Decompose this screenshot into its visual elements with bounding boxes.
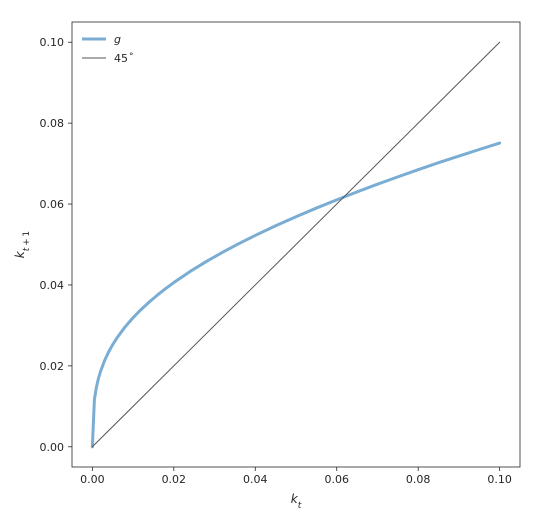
chart-svg: 0.00 0.02 0.04 0.06 0.08 0.10 0.00 0.02 0.04 0.06… — [0, 0, 549, 529]
y-tick-label: 0.02 — [40, 360, 65, 373]
x-tick-label: 0.04 — [243, 473, 268, 486]
x-tick-label: 0.06 — [324, 473, 349, 486]
x-tick-label: 0.00 — [80, 473, 105, 486]
y-tick-label: 0.10 — [40, 36, 65, 49]
y-tick-label: 0.08 — [40, 117, 65, 130]
x-tick-label: 0.10 — [487, 473, 512, 486]
x-tick-label: 0.08 — [406, 473, 431, 486]
x-tick-label: 0.02 — [162, 473, 187, 486]
y-tick-label: 0.06 — [40, 198, 65, 211]
chart-root: 0.00 0.02 0.04 0.06 0.08 0.10 0.00 0.02 0.04 0.06… — [0, 0, 549, 529]
legend-label-g: g — [114, 33, 121, 46]
chart-background — [0, 0, 549, 529]
y-tick-label: 0.00 — [40, 441, 65, 454]
y-tick-label: 0.04 — [40, 279, 65, 292]
